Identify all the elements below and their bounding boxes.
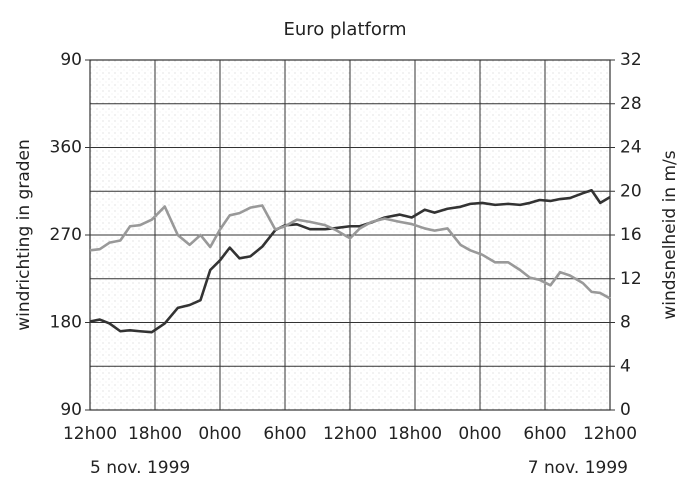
line-series	[89, 204, 611, 300]
line-series	[89, 188, 611, 334]
y2-tick-label: 0	[620, 400, 631, 420]
y-tick-label: 360	[50, 138, 82, 158]
x-tick-label: 0h00	[458, 424, 501, 444]
x-tick-label: 12h00	[583, 424, 637, 444]
x-tick-label: 18h00	[388, 424, 442, 444]
y2-tick-label: 12	[620, 269, 642, 289]
x-tick-label: 18h00	[128, 424, 182, 444]
x-tick-label: 12h00	[63, 424, 117, 444]
y2-tick-label: 16	[620, 225, 642, 245]
y2-tick-label: 24	[620, 138, 642, 158]
y2-axis-label: windsnelheid in m/s	[660, 150, 680, 319]
y2-tick-label: 4	[620, 356, 631, 376]
y2-tick-label: 20	[620, 181, 642, 201]
y2-tick-label: 32	[620, 50, 642, 70]
chart-title: Euro platform	[283, 19, 406, 40]
y-axis-label: windrichting in graden	[14, 139, 34, 331]
y-tick-label: 180	[50, 313, 82, 333]
y-tick-label: 90	[60, 400, 82, 420]
y2-tick-label: 8	[620, 313, 631, 333]
x-tick-label: 6h00	[263, 424, 306, 444]
x-tick-label: 6h00	[523, 424, 566, 444]
annotation: 7 nov. 1999	[528, 458, 628, 478]
x-tick-label: 12h00	[323, 424, 377, 444]
y-tick-label: 90	[60, 50, 82, 70]
x-tick-label: 0h00	[198, 424, 241, 444]
y-tick-label: 270	[50, 225, 82, 245]
y2-tick-label: 28	[620, 94, 642, 114]
annotation: 5 nov. 1999	[90, 458, 190, 478]
